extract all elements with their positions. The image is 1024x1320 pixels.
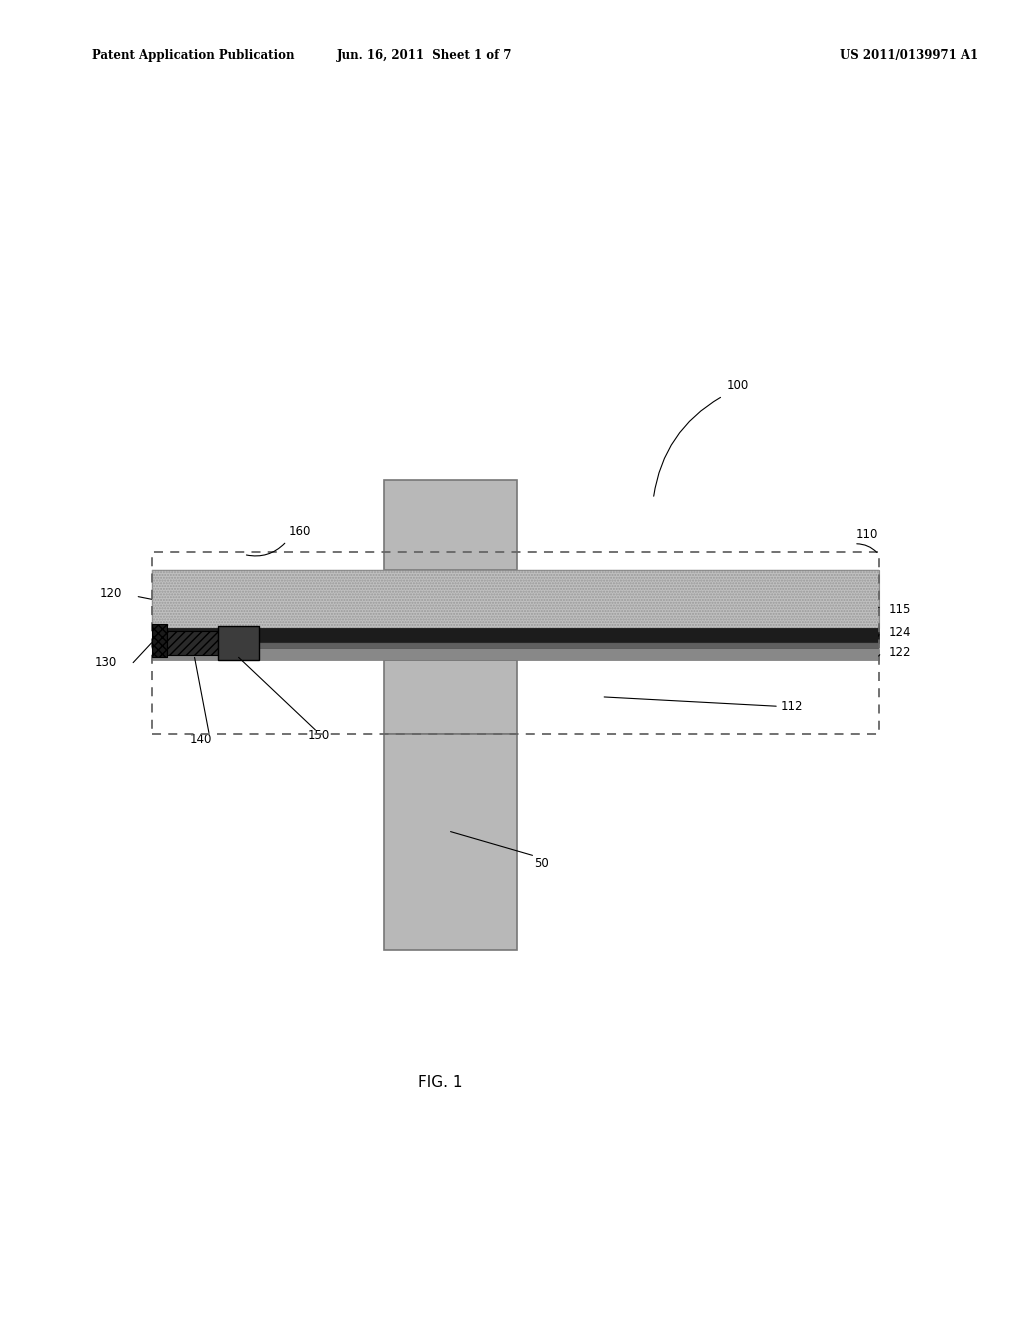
Text: 130: 130	[94, 656, 117, 669]
Text: Jun. 16, 2011  Sheet 1 of 7: Jun. 16, 2011 Sheet 1 of 7	[337, 49, 513, 62]
Bar	[384, 660, 517, 734]
Bar	[218, 626, 259, 660]
Text: 124: 124	[889, 626, 911, 639]
Text: 140: 140	[189, 733, 212, 746]
Text: FIG. 1: FIG. 1	[418, 1074, 463, 1090]
Bar	[152, 570, 879, 628]
Bar	[384, 734, 517, 950]
Text: 110: 110	[856, 528, 879, 541]
Text: 112: 112	[780, 700, 803, 713]
Text: 122: 122	[889, 645, 911, 659]
Text: 160: 160	[289, 525, 311, 539]
Bar	[152, 628, 879, 643]
Bar	[152, 552, 879, 734]
Text: 115: 115	[889, 603, 911, 616]
Bar	[152, 624, 167, 657]
Text: 120: 120	[99, 587, 122, 601]
Text: 50: 50	[535, 857, 549, 870]
Bar	[167, 631, 218, 655]
Text: 150: 150	[307, 729, 330, 742]
Bar	[152, 643, 879, 649]
Bar	[152, 649, 879, 660]
Bar	[384, 480, 517, 570]
Bar	[152, 570, 879, 628]
Text: Patent Application Publication: Patent Application Publication	[92, 49, 295, 62]
Text: 100: 100	[727, 379, 750, 392]
Text: US 2011/0139971 A1: US 2011/0139971 A1	[840, 49, 978, 62]
